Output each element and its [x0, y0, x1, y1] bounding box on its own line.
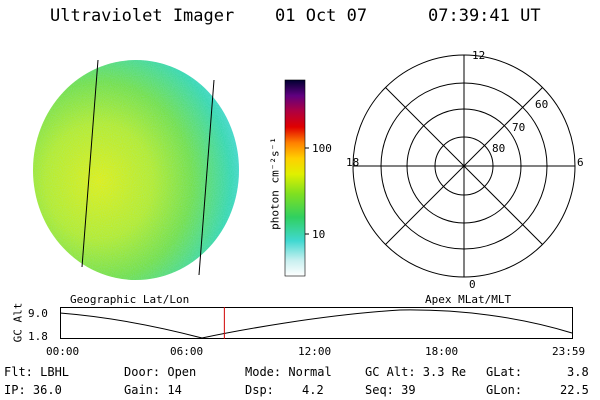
polar-plot [352, 54, 576, 278]
mlt-label-0: 0 [469, 278, 476, 291]
date-label: 01 Oct 07 [275, 6, 368, 26]
x-tick-1200: 12:00 [298, 345, 332, 358]
colorbar-unit: photon cm⁻²s⁻¹ [268, 137, 282, 230]
colorbar-tick-10: 10 [312, 228, 326, 241]
info-gcalt: GC Alt: 3.3 Re [365, 365, 467, 379]
x-tick-0000: 00:00 [46, 345, 80, 358]
info-flt: Flt: LBHL [4, 365, 70, 379]
mlt-label-18: 18 [346, 156, 360, 169]
orbit-altitude-plot [60, 307, 573, 339]
colorbar [284, 79, 309, 277]
lat-label-70: 70 [512, 121, 526, 134]
geographic-title: Geographic Lat/Lon [70, 293, 190, 306]
x-tick-2359: 23:59 [552, 345, 586, 358]
info-gain: Gain: 14 [124, 383, 182, 397]
x-tick-0600: 06:00 [170, 345, 204, 358]
time-label: 07:39:41 UT [428, 6, 541, 26]
y-tick-1.8: 1.8 [28, 330, 48, 343]
info-glat-label: GLat: [486, 365, 523, 379]
apex-title: Apex MLat/MLT [425, 293, 512, 306]
info-glon-label: GLon: [486, 383, 523, 397]
info-seq: Seq: 39 [365, 383, 416, 397]
info-glat-value: 3.8 [567, 365, 589, 379]
instrument-title: Ultraviolet Imager [50, 6, 235, 26]
lat-label-80: 80 [492, 142, 506, 155]
lat-label-60: 60 [535, 98, 549, 111]
gc-alt-axis-label: GC Alt [11, 302, 25, 343]
x-tick-1800: 18:00 [425, 345, 459, 358]
info-door: Door: Open [124, 365, 197, 379]
uv-earth-image [33, 59, 239, 280]
mlt-label-6: 6 [577, 156, 584, 169]
info-mode: Mode: Normal [245, 365, 332, 379]
info-dsp-value: 4.2 [302, 383, 324, 397]
info-dsp-label: Dsp: [245, 383, 274, 397]
colorbar-tick-100: 100 [312, 142, 332, 155]
y-tick-9: 9.0 [28, 307, 48, 320]
info-ip: IP: 36.0 [4, 383, 62, 397]
info-glon-value: 22.5 [560, 383, 589, 397]
mlt-label-12: 12 [472, 49, 486, 62]
